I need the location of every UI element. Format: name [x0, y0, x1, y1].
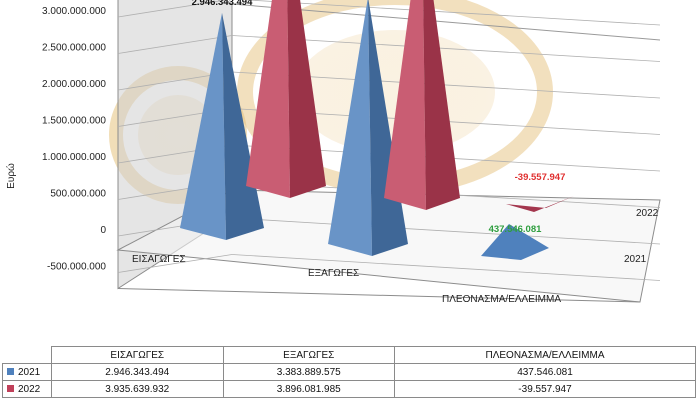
table-row: 2022 3.935.639.932 3.896.081.985 -39.557…: [2, 380, 696, 398]
table-cell: -39.557.947: [394, 380, 696, 398]
gridline-back-wall: [241, 0, 661, 26]
row-header-2021: 2021: [2, 363, 52, 381]
pyramid-face-right: [287, 0, 326, 198]
row-label: 2022: [18, 383, 41, 395]
depth-axis-label: 2022: [636, 208, 659, 219]
table-cell: 2.946.343.494: [51, 363, 224, 381]
data-label: 437.546.081: [489, 224, 543, 235]
y-tick-label: 1.500.000.000: [42, 116, 106, 127]
back-wall-top-edge: [231, 3, 661, 41]
series-depth-labels: 2021 2022: [624, 208, 659, 265]
data-table: ΕΙΣΑΓΩΓΕΣ ΕΞΑΓΩΓΕΣ ΠΛΕΟΝΑΣΜΑ/ΕΛΛΕΙΜΜΑ 20…: [2, 346, 696, 398]
y-tick-label: 2.500.000.000: [42, 43, 106, 54]
y-axis-label: Ευρώ: [5, 163, 17, 189]
pyramid-2022-2: [506, 196, 574, 212]
table-cell: 3.935.639.932: [51, 380, 224, 398]
table-header-row: ΕΙΣΑΓΩΓΕΣ ΕΞΑΓΩΓΕΣ ΠΛΕΟΝΑΣΜΑ/ΕΛΛΕΙΜΜΑ: [2, 346, 696, 364]
pyramid-face-left: [180, 12, 226, 240]
table-cell: 3.383.889.575: [222, 363, 395, 381]
data-label: 2.946.343.494: [192, 0, 253, 8]
gridline-back-wall: [231, 217, 661, 245]
gridline-back-wall: [231, 254, 661, 281]
pyramid-2022-1: [384, 0, 460, 210]
series-2021-swatch: [7, 368, 14, 376]
column-header: ΕΙΣΑΓΩΓΕΣ: [51, 346, 224, 364]
y-tick-label: 2.000.000.000: [42, 79, 106, 90]
column-header: ΕΞΑΓΩΓΕΣ: [222, 346, 395, 364]
pyramid-face-left: [384, 0, 426, 210]
table-cell: 3.896.081.985: [222, 380, 395, 398]
pyramid-face-left: [328, 0, 372, 256]
pyramid-face: [481, 224, 549, 260]
y-tick-label: -500.000.000: [47, 262, 106, 273]
pyramid-2021-2: [481, 224, 549, 260]
depth-axis-label: 2021: [624, 254, 647, 265]
floor-front-edge: [117, 288, 641, 303]
pyramid-face-right: [423, 0, 460, 210]
series-2022-swatch: [7, 385, 14, 393]
category-label: ΠΛΕΟΝΑΣΜΑ/ΕΛΛΕΙΜΜΑ: [442, 294, 561, 305]
gridline-left-wall: [117, 35, 233, 54]
table-corner-cell: [2, 346, 52, 364]
table-row: 2021 2.946.343.494 3.383.889.575 437.546…: [2, 363, 696, 381]
y-tick-label: 0: [100, 225, 106, 236]
pyramid-face: [506, 196, 574, 212]
pyramid-2022-0: [246, 0, 326, 198]
y-axis-ticks: -500.000.000 0 500.000.000 1.000.000.000 1.5…: [42, 6, 106, 273]
y-tick-label: 1.000.000.000: [42, 152, 106, 163]
category-labels: ΕΙΣΑΓΩΓΕΣ ΕΞΑΓΩΓΕΣ ΠΛΕΟΝΑΣΜΑ/ΕΛΛΕΙΜΜΑ: [132, 254, 561, 305]
gridline-left-wall: [117, 0, 229, 18]
pyramid-chart: -500.000.000 0 500.000.000 1.000.000.000 1.5…: [5, 0, 661, 305]
data-labels: 2.946.343.4943.383.889.575437.546.0813.9…: [192, 0, 566, 235]
row-header-2022: 2022: [2, 380, 52, 398]
column-header: ΠΛΕΟΝΑΣΜΑ/ΕΛΛΕΙΜΜΑ: [394, 346, 696, 364]
table-cell: 437.546.081: [394, 363, 696, 381]
category-label: ΕΙΣΑΓΩΓΕΣ: [132, 254, 186, 265]
category-label: ΕΞΑΓΩΓΕΣ: [308, 268, 359, 279]
y-tick-label: 3.000.000.000: [42, 6, 106, 17]
y-tick-label: 500.000.000: [50, 189, 106, 200]
data-label: -39.557.947: [515, 172, 566, 183]
gridline-left-wall: [117, 254, 233, 273]
pyramid-face-left: [246, 0, 290, 198]
row-label: 2021: [18, 366, 41, 378]
pyramid-marks: [180, 0, 574, 260]
